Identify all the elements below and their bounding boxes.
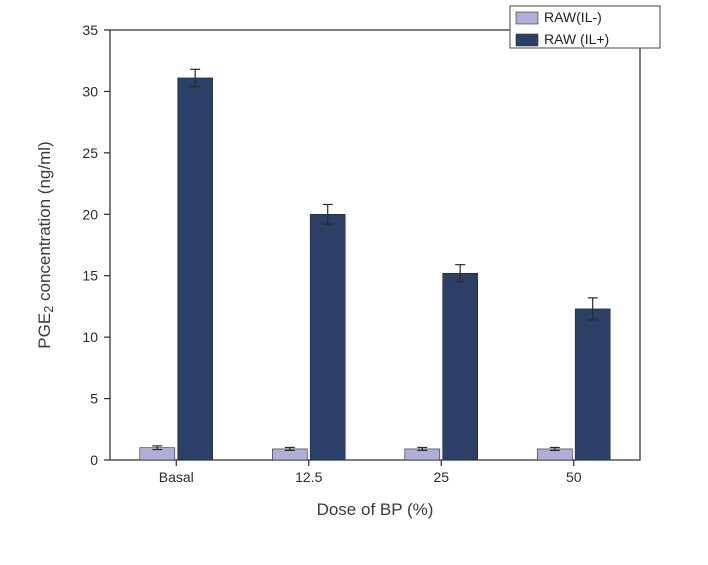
y-tick-label: 0 (90, 452, 98, 468)
y-tick-label: 25 (82, 145, 98, 161)
x-tick-label: 25 (433, 469, 449, 485)
y-tick-label: 10 (82, 329, 98, 345)
bar (178, 78, 213, 460)
bar (575, 309, 610, 460)
y-tick-label: 30 (82, 83, 98, 99)
x-axis-label: Dose of BP (%) (317, 500, 434, 519)
legend-label: RAW (IL+) (544, 31, 609, 47)
y-tick-label: 5 (90, 391, 98, 407)
y-tick-label: 20 (82, 206, 98, 222)
legend-swatch (516, 34, 538, 46)
legend-swatch (516, 12, 538, 24)
legend-label: RAW(IL-) (544, 9, 602, 25)
x-tick-label: 50 (566, 469, 582, 485)
x-tick-label: Basal (159, 469, 194, 485)
x-tick-label: 12.5 (295, 469, 322, 485)
bar (443, 273, 478, 460)
y-tick-label: 15 (82, 268, 98, 284)
y-axis-label: PGE2 concentration (ng/ml) (35, 141, 56, 348)
y-tick-label: 35 (82, 22, 98, 38)
bar (310, 214, 345, 460)
chart-svg: 0 5 10 15 20 25 30 35 PGE2 concentration (ng/ml)… (0, 0, 708, 565)
bar-chart: 0 5 10 15 20 25 30 35 PGE2 concentration (ng/ml)… (0, 0, 708, 565)
